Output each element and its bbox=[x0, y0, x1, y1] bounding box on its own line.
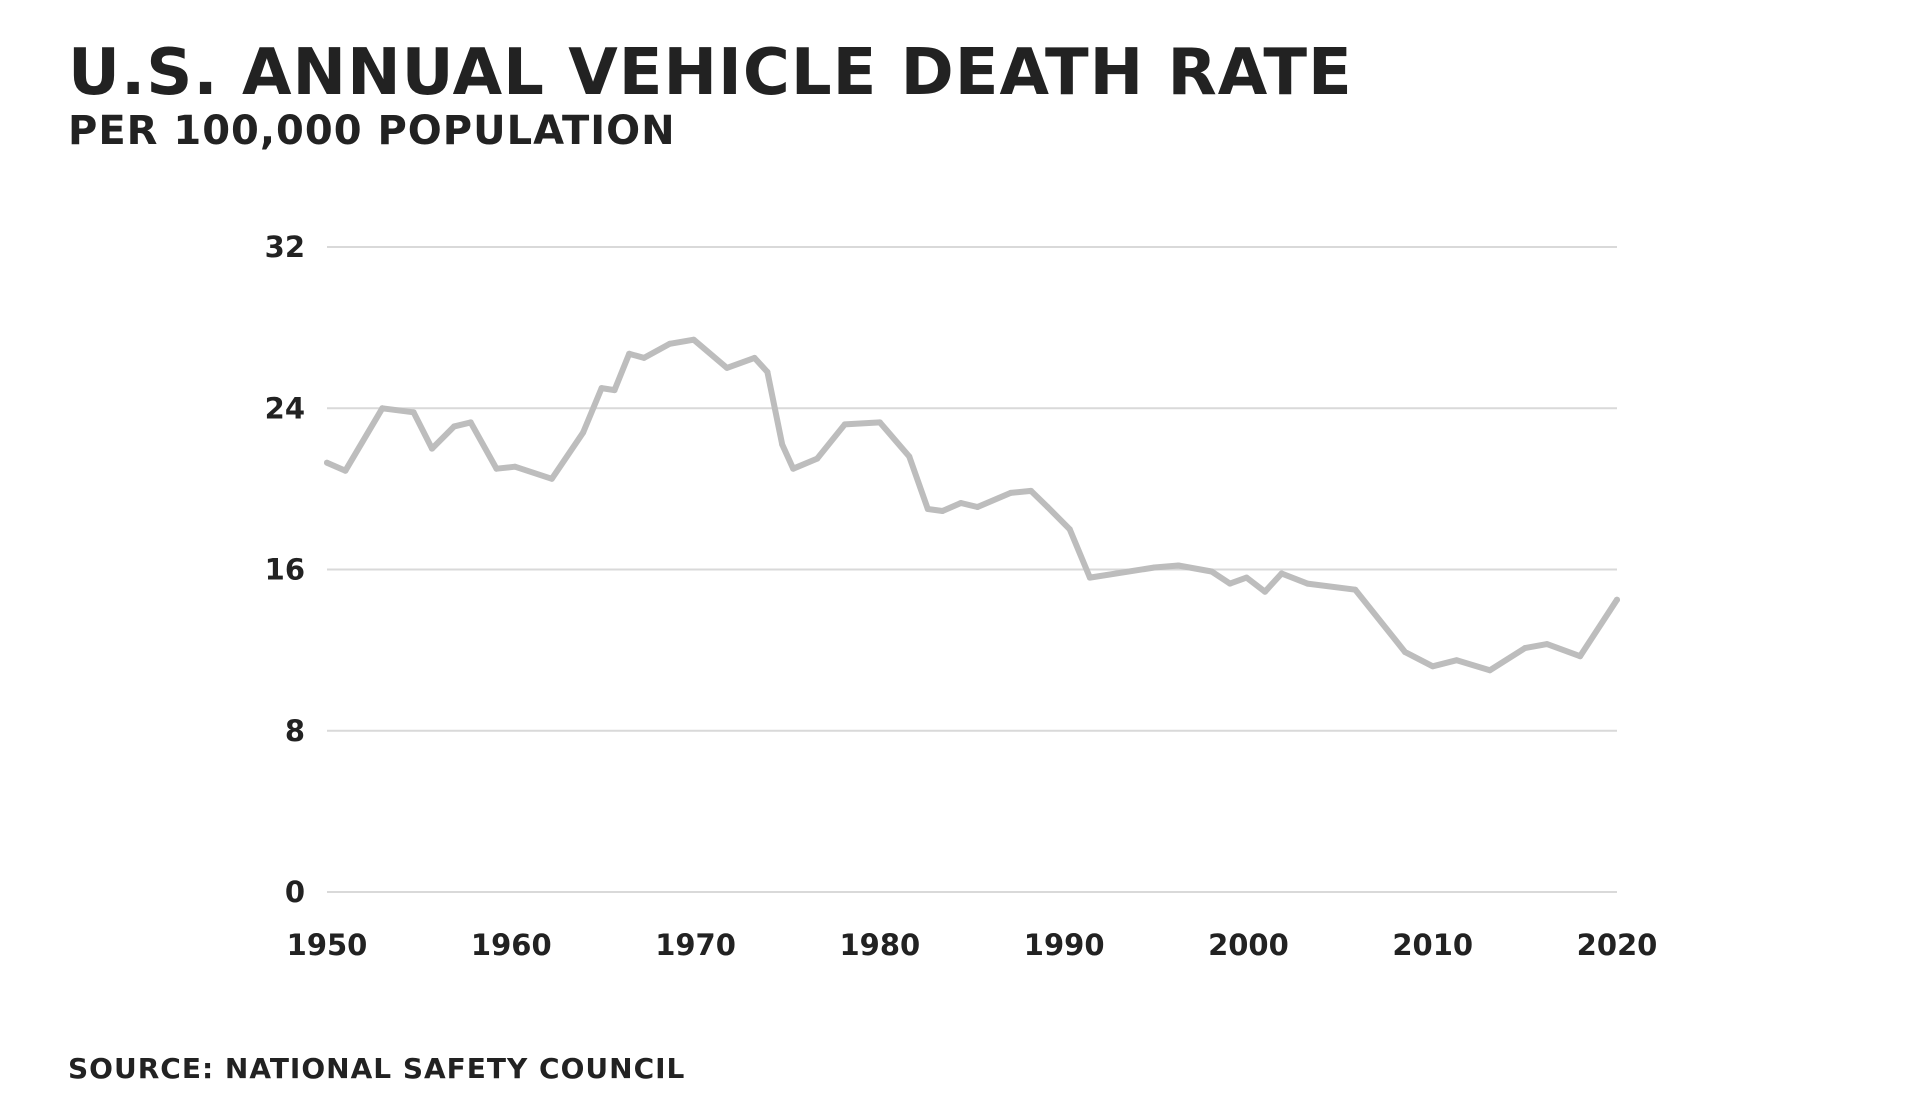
y-tick-label: 16 bbox=[265, 553, 305, 587]
data-point bbox=[324, 459, 330, 466]
data-point bbox=[1227, 580, 1233, 587]
data-point bbox=[790, 465, 797, 472]
data-point bbox=[1208, 568, 1215, 575]
data-point bbox=[1028, 487, 1034, 494]
x-tick-label: 1990 bbox=[1024, 928, 1105, 962]
data-point bbox=[841, 421, 848, 428]
source-note: SOURCE: NATIONAL SAFETY COUNCIL bbox=[68, 1052, 686, 1085]
x-tick-label: 1970 bbox=[655, 928, 736, 962]
data-point bbox=[690, 336, 697, 343]
data-point bbox=[1577, 653, 1584, 660]
data-point bbox=[493, 465, 500, 472]
data-point bbox=[1151, 564, 1158, 571]
data-point bbox=[548, 475, 555, 482]
data-point bbox=[666, 340, 673, 347]
data-point bbox=[342, 467, 349, 474]
data-point bbox=[429, 445, 435, 452]
gridlines bbox=[327, 246, 1617, 893]
data-point bbox=[723, 364, 730, 371]
y-tick-label: 32 bbox=[265, 230, 305, 264]
data-point bbox=[764, 369, 771, 375]
x-tick-label: 2000 bbox=[1208, 928, 1289, 962]
x-tick-label: 1980 bbox=[839, 928, 920, 962]
data-point bbox=[1521, 645, 1528, 652]
data-point bbox=[641, 354, 647, 361]
y-tick-label: 0 bbox=[285, 875, 305, 909]
data-point bbox=[1243, 574, 1250, 581]
data-point bbox=[1044, 504, 1051, 510]
data-point bbox=[924, 506, 931, 512]
data-point bbox=[1262, 588, 1268, 595]
data-point bbox=[1544, 641, 1550, 648]
data-point bbox=[580, 429, 587, 436]
data-point bbox=[779, 441, 786, 448]
data-point bbox=[1086, 574, 1093, 581]
x-tick-label: 2010 bbox=[1392, 928, 1473, 962]
data-point bbox=[467, 419, 474, 426]
chart-subtitle: PER 100,000 POPULATION bbox=[68, 108, 676, 154]
series-line bbox=[324, 336, 1620, 674]
data-point bbox=[1614, 596, 1620, 603]
y-tick-label: 8 bbox=[285, 714, 305, 748]
series-group bbox=[324, 336, 1620, 674]
data-point bbox=[512, 463, 518, 470]
data-point bbox=[1402, 649, 1409, 656]
x-tick-label: 1960 bbox=[471, 928, 552, 962]
data-point bbox=[814, 455, 821, 462]
data-point bbox=[1486, 667, 1493, 674]
data-point bbox=[379, 405, 386, 412]
data-point bbox=[906, 453, 913, 460]
x-tick-label: 2020 bbox=[1577, 928, 1658, 962]
data-point bbox=[1175, 562, 1182, 569]
data-point bbox=[751, 354, 758, 361]
data-point bbox=[957, 500, 964, 506]
data-point bbox=[1453, 657, 1460, 664]
data-point bbox=[876, 419, 883, 426]
x-axis-ticks: 1950 1960 1970 1980 1990 2000 2010 2020 bbox=[287, 928, 1658, 962]
y-axis-ticks: 0 8 16 24 32 bbox=[265, 230, 305, 909]
data-point bbox=[1429, 663, 1436, 670]
data-point bbox=[939, 508, 946, 514]
data-point bbox=[611, 387, 618, 394]
data-point bbox=[598, 385, 605, 392]
data-point bbox=[626, 350, 633, 357]
data-point bbox=[1278, 570, 1285, 577]
data-point bbox=[1304, 580, 1311, 587]
x-tick-label: 1950 bbox=[287, 928, 368, 962]
data-point bbox=[451, 423, 458, 430]
data-point bbox=[1352, 586, 1359, 593]
data-point bbox=[974, 504, 981, 510]
y-tick-label: 24 bbox=[265, 391, 305, 425]
data-point bbox=[1066, 526, 1073, 533]
data-point bbox=[410, 409, 417, 416]
data-point bbox=[1007, 489, 1014, 496]
chart-title: U.S. ANNUAL VEHICLE DEATH RATE bbox=[68, 36, 1353, 110]
